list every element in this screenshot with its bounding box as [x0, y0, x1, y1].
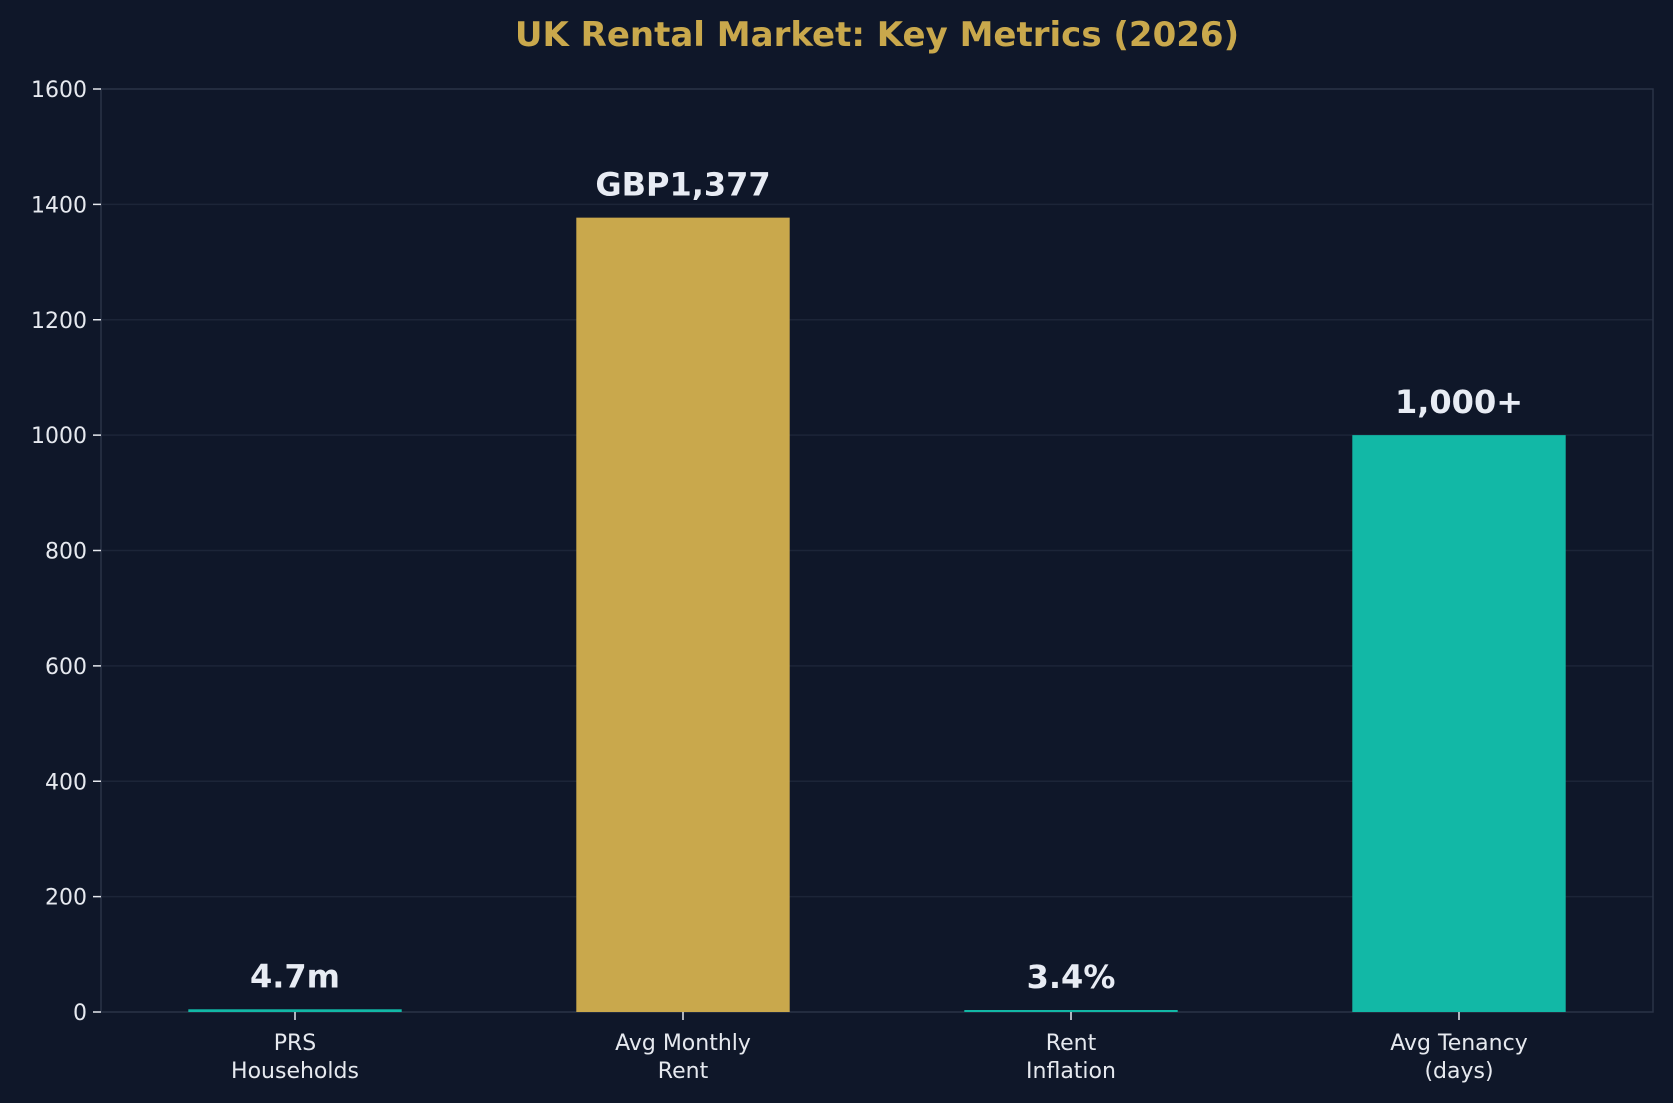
bar	[964, 1010, 1178, 1012]
x-category-label: Rent	[1046, 1031, 1097, 1056]
bars	[188, 217, 1566, 1012]
bar	[188, 1009, 402, 1012]
data-label: 1,000+	[1395, 383, 1523, 421]
x-category-label: Avg Tenancy	[1390, 1031, 1527, 1056]
y-axis-ticks: 0 200 400 600 800 1000 1200 1400 1600	[31, 78, 101, 1026]
y-tick-label: 1000	[31, 424, 87, 449]
y-tick-label: 0	[73, 1001, 87, 1026]
grid-lines	[101, 203, 1653, 898]
x-category-label: Avg Monthly	[615, 1031, 751, 1056]
x-axis-categories: PRS Households Avg Monthly Rent Rent Inflatio…	[231, 1012, 1528, 1084]
x-category-label: Inflation	[1026, 1059, 1116, 1084]
y-tick-label: 400	[45, 770, 87, 795]
data-labels: 4.7m GBP1,377 3.4% 1,000+	[250, 166, 1523, 996]
x-category-label: Rent	[658, 1059, 709, 1084]
x-category-label: PRS	[274, 1031, 317, 1056]
chart-title: UK Rental Market: Key Metrics (2026)	[515, 15, 1239, 55]
bar	[576, 217, 790, 1012]
data-label: GBP1,377	[595, 166, 770, 204]
y-tick-label: 1600	[31, 78, 87, 103]
y-tick-label: 200	[45, 886, 87, 911]
y-tick-label: 1200	[31, 309, 87, 334]
y-tick-label: 600	[45, 655, 87, 680]
bar	[1352, 435, 1566, 1012]
y-tick-label: 1400	[31, 193, 87, 218]
y-tick-label: 800	[45, 540, 87, 565]
x-category-label: (days)	[1424, 1059, 1493, 1084]
x-category-label: Households	[231, 1059, 359, 1084]
data-label: 3.4%	[1027, 958, 1116, 996]
data-label: 4.7m	[250, 957, 340, 995]
